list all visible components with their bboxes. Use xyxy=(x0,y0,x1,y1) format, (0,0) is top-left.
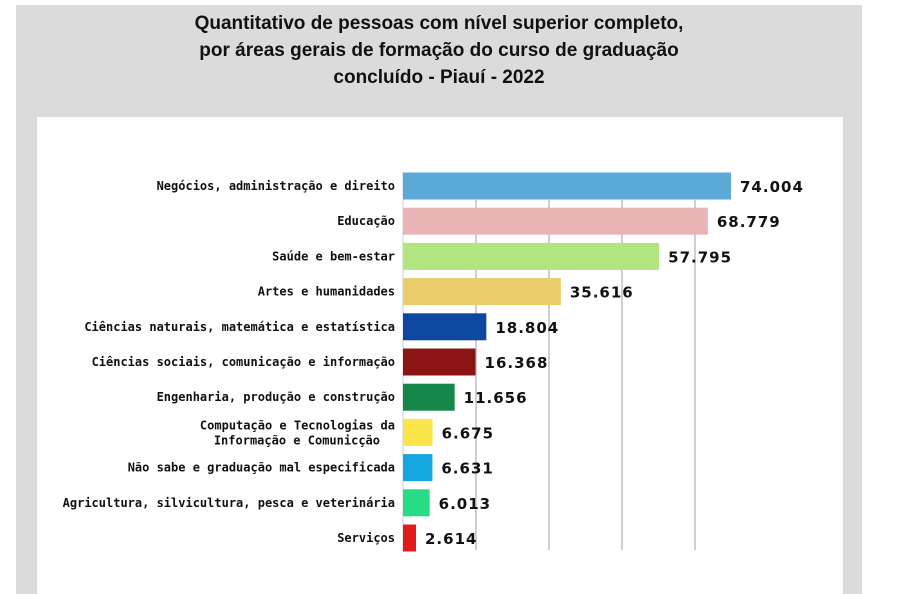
bar xyxy=(403,383,455,411)
category-label: Serviços xyxy=(337,531,395,545)
bar xyxy=(403,348,476,376)
category-label: Agricultura, silvicultura, pesca e veter… xyxy=(63,496,395,510)
title-line-2: por áreas gerais de formação do curso de… xyxy=(199,40,679,61)
value-label: 74.004 xyxy=(740,178,804,196)
category-label: Saúde e bem-estar xyxy=(272,249,395,263)
category-label: Não sabe e graduação mal especificada xyxy=(128,461,395,475)
chart-title: Quantitativo de pessoas com nível superi… xyxy=(16,10,862,91)
bar xyxy=(403,313,487,341)
category-label: Engenharia, produção e construção xyxy=(157,390,395,404)
category-label: Computação e Tecnologias da Informação e … xyxy=(200,418,395,447)
category-label: Artes e humanidades xyxy=(258,285,395,299)
value-label: 2.614 xyxy=(425,530,477,548)
value-label: 6.675 xyxy=(442,424,494,442)
bar xyxy=(403,489,430,517)
value-label: 57.795 xyxy=(668,248,732,266)
bar xyxy=(403,207,708,235)
category-label: Educação xyxy=(337,214,395,228)
category-label: Ciências sociais, comunicação e informaç… xyxy=(92,355,395,369)
bar xyxy=(403,418,433,446)
value-label: 18.804 xyxy=(495,319,559,337)
category-label: Ciências naturais, matemática e estatíst… xyxy=(84,320,395,334)
category-label: Negócios, administração e direito xyxy=(157,179,395,193)
value-label: 6.013 xyxy=(439,495,491,513)
bar xyxy=(403,278,561,306)
value-label: 11.656 xyxy=(464,389,528,407)
bar xyxy=(403,524,416,552)
value-label: 16.368 xyxy=(485,354,549,372)
bar xyxy=(403,242,660,270)
bar xyxy=(403,454,433,482)
value-label: 6.631 xyxy=(441,460,493,478)
value-label: 35.616 xyxy=(570,284,634,302)
title-line-3: concluído - Piauí - 2022 xyxy=(333,67,545,88)
value-label: 68.779 xyxy=(717,213,781,231)
bar xyxy=(403,172,731,200)
title-line-1: Quantitativo de pessoas com nível superi… xyxy=(194,13,684,34)
